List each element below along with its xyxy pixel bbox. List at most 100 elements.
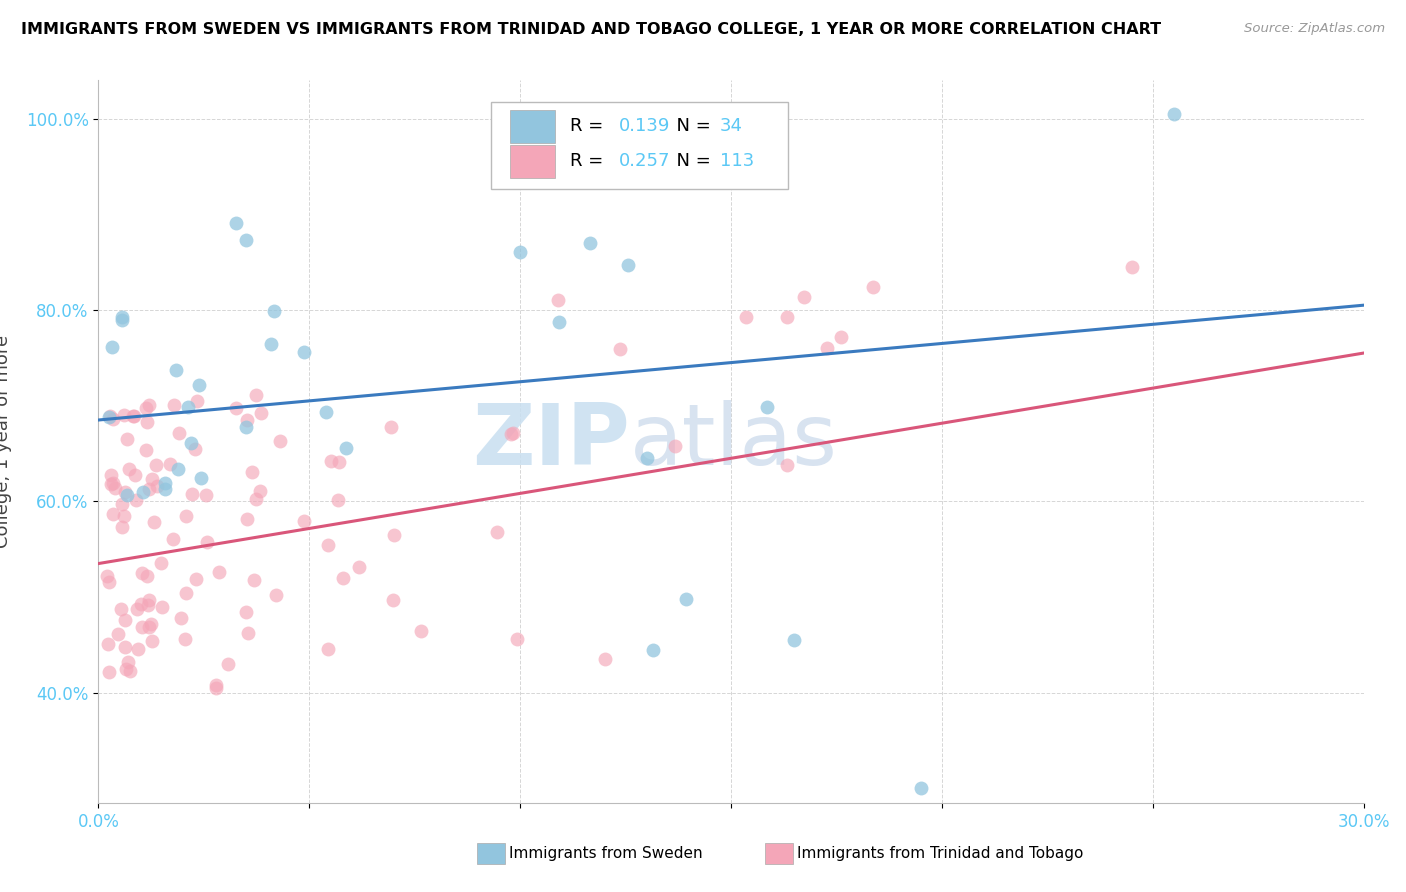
Point: [382, 528, 405, 542]
Text: N =: N =: [665, 153, 717, 170]
Point: [124, 492, 146, 507]
Point: [579, 236, 602, 251]
Point: [335, 442, 357, 456]
Point: [111, 310, 134, 324]
Text: 0.139: 0.139: [619, 117, 669, 135]
Point: [174, 586, 197, 600]
Point: [194, 488, 217, 502]
Text: Immigrants from Sweden: Immigrants from Sweden: [509, 847, 703, 861]
Point: [115, 662, 138, 676]
Point: [145, 479, 167, 493]
Point: [117, 488, 139, 502]
Point: [153, 475, 176, 490]
Point: [98, 574, 121, 589]
Point: [114, 484, 136, 499]
Point: [124, 467, 146, 482]
Point: [548, 315, 571, 329]
Point: [152, 599, 174, 614]
Point: [225, 401, 247, 416]
Point: [174, 632, 197, 646]
Point: [131, 620, 153, 634]
Point: [195, 535, 218, 549]
Point: [382, 593, 405, 607]
Point: [107, 627, 129, 641]
Point: [149, 556, 172, 570]
Point: [96, 568, 118, 582]
Text: ZIP: ZIP: [472, 400, 630, 483]
Point: [135, 415, 157, 429]
Point: [163, 398, 186, 412]
Point: [249, 484, 271, 499]
Point: [111, 312, 134, 326]
Point: [121, 409, 143, 423]
Text: R =: R =: [571, 153, 609, 170]
Text: R =: R =: [571, 117, 609, 135]
Point: [1163, 107, 1185, 121]
Point: [235, 420, 257, 434]
Point: [122, 409, 145, 423]
Point: [170, 611, 193, 625]
Point: [112, 509, 135, 524]
FancyBboxPatch shape: [510, 145, 555, 178]
Point: [97, 410, 120, 425]
Point: [1121, 260, 1143, 274]
Point: [167, 425, 190, 440]
Point: [245, 492, 267, 507]
Point: [236, 412, 259, 426]
Point: [180, 436, 202, 450]
Point: [793, 290, 815, 304]
Point: [103, 482, 125, 496]
Point: [141, 472, 163, 486]
Point: [242, 465, 264, 479]
Point: [328, 455, 350, 469]
Point: [269, 434, 291, 448]
Point: [129, 597, 152, 611]
Point: [815, 341, 838, 355]
Point: [97, 638, 120, 652]
Point: [188, 378, 211, 392]
Point: [136, 599, 159, 613]
Point: [756, 400, 779, 414]
Point: [509, 244, 531, 259]
Point: [830, 329, 852, 343]
Point: [547, 293, 569, 308]
Point: [776, 458, 799, 472]
Point: [326, 493, 349, 508]
Point: [127, 642, 149, 657]
Point: [505, 632, 527, 646]
Text: N =: N =: [665, 117, 717, 135]
Point: [236, 626, 259, 640]
Point: [131, 566, 153, 581]
Point: [159, 457, 181, 471]
Point: [112, 408, 135, 422]
Point: [292, 514, 315, 528]
Point: [205, 681, 228, 695]
Point: [138, 592, 160, 607]
Point: [292, 345, 315, 359]
Point: [735, 310, 758, 324]
Point: [776, 310, 799, 324]
Text: 0.257: 0.257: [619, 153, 671, 170]
Point: [502, 426, 524, 441]
Point: [110, 602, 132, 616]
Point: [103, 412, 125, 426]
Point: [181, 487, 204, 501]
Point: [664, 439, 686, 453]
Point: [125, 601, 148, 615]
Point: [111, 497, 134, 511]
Point: [332, 571, 354, 585]
Point: [97, 665, 120, 680]
Point: [145, 458, 167, 473]
Y-axis label: College, 1 year or more: College, 1 year or more: [0, 335, 11, 548]
Point: [115, 432, 138, 446]
Point: [111, 519, 134, 533]
Point: [114, 613, 136, 627]
Point: [862, 280, 884, 294]
Point: [207, 566, 229, 580]
Point: [225, 216, 247, 230]
Text: 113: 113: [720, 153, 754, 170]
Point: [135, 401, 157, 416]
Point: [100, 477, 122, 491]
Point: [499, 426, 522, 441]
Text: IMMIGRANTS FROM SWEDEN VS IMMIGRANTS FROM TRINIDAD AND TOBAGO COLLEGE, 1 YEAR OR: IMMIGRANTS FROM SWEDEN VS IMMIGRANTS FRO…: [21, 22, 1161, 37]
